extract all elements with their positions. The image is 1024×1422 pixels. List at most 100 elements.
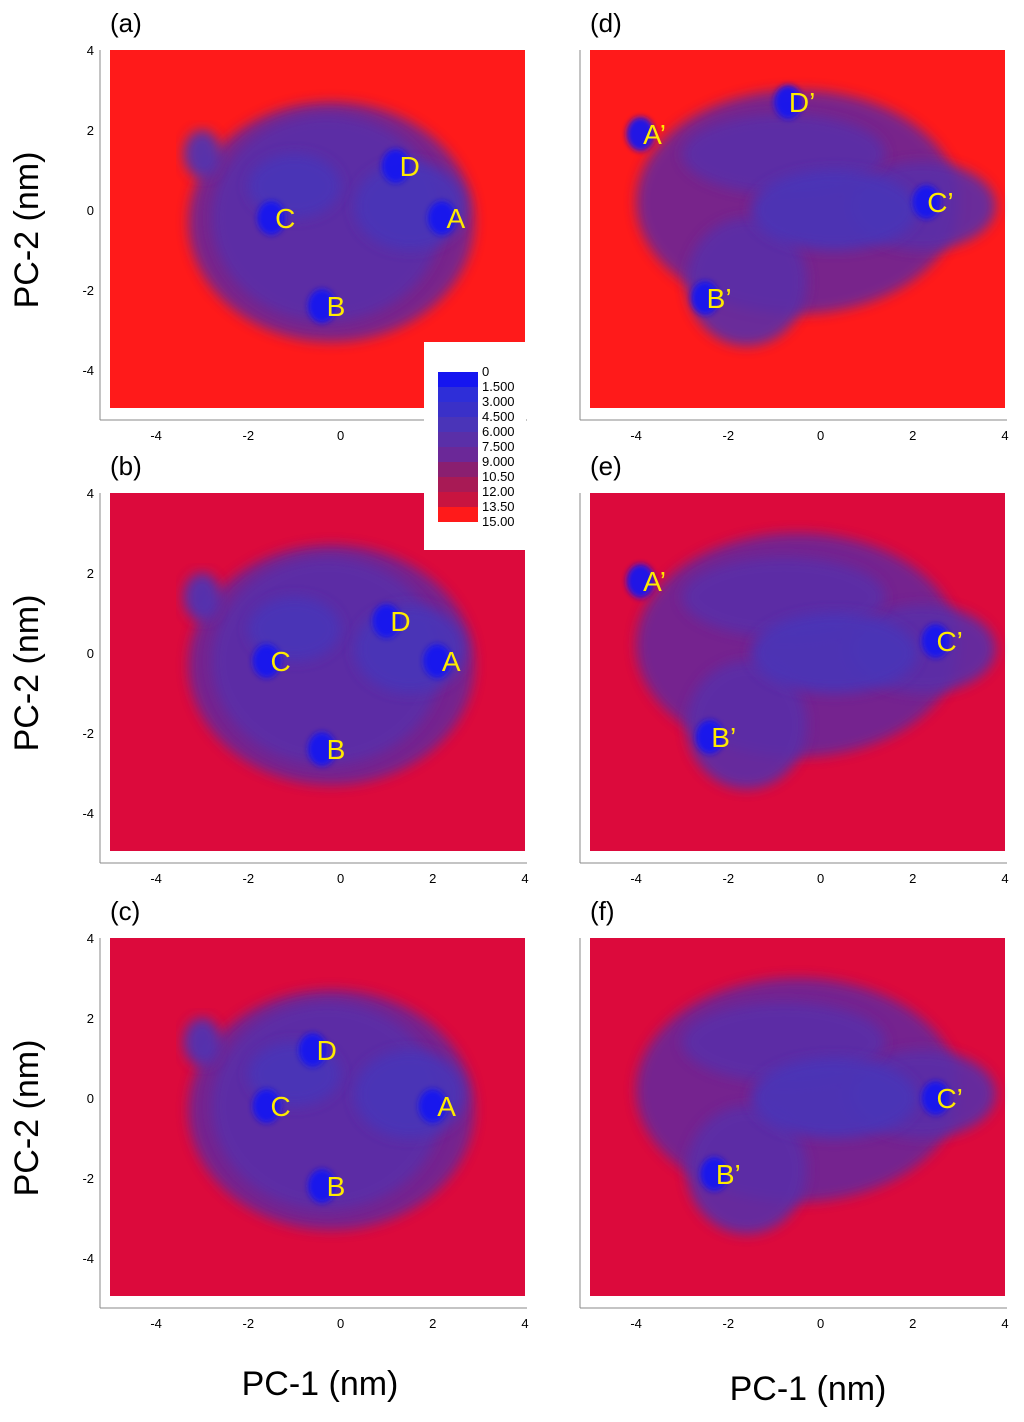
heatmap-region xyxy=(686,1106,807,1234)
basin-label: A xyxy=(437,1091,456,1122)
x-tick-label: -2 xyxy=(723,428,735,443)
panel-b: A B C D (b) 4 2 0 -2 -4 -4 -2 0 2 4 PC-2 (nm) xyxy=(8,451,529,886)
colorbar-swatch xyxy=(438,507,478,522)
basin-well xyxy=(423,644,452,678)
x-tick-label: -4 xyxy=(630,871,642,886)
panel-d: A’ B’ C’ D’ (d) -4 -2 0 2 4 xyxy=(579,8,1009,443)
y-tick-label: 0 xyxy=(87,1091,94,1106)
colorbar-swatch xyxy=(438,372,478,387)
panel-label: (a) xyxy=(110,8,142,38)
x-axis-title-left: PC-1 (nm) xyxy=(242,1365,399,1403)
basin-well xyxy=(427,201,456,235)
y-tick-label: -4 xyxy=(82,806,94,821)
basin-label: C’ xyxy=(936,1083,962,1114)
x-tick-label: -4 xyxy=(630,1316,642,1331)
colorbar-swatch xyxy=(438,492,478,507)
panel-c: A B CD (c) 4 2 0 -2 -4 -4 -2 0 2 4 PC-2 (nm) xyxy=(8,896,529,1331)
heatmap-landscape xyxy=(626,85,996,346)
x-tick-label: 0 xyxy=(817,871,824,886)
x-tick-label: 4 xyxy=(1001,1316,1008,1331)
basin-well xyxy=(381,149,410,183)
x-tick-label: 2 xyxy=(909,428,916,443)
x-tick-label: 4 xyxy=(1001,871,1008,886)
panel-e: A’ B’ C’ (e) -4 -2 0 2 4 xyxy=(579,451,1009,886)
colorbar-level-label: 4.500 xyxy=(482,409,515,424)
x-tick-label: 2 xyxy=(429,871,436,886)
panel-label: (e) xyxy=(590,451,622,481)
colorbar-swatch xyxy=(438,432,478,447)
colorbar-level-label: 3.000 xyxy=(482,394,515,409)
x-tick-label: 0 xyxy=(337,871,344,886)
heatmap-region xyxy=(183,1018,221,1066)
x-tick-label: -2 xyxy=(723,1316,735,1331)
y-tick-label: 2 xyxy=(87,566,94,581)
x-tick-label: 0 xyxy=(817,1316,824,1331)
y-tick-label: 4 xyxy=(87,486,94,501)
heatmap-landscape xyxy=(183,102,475,342)
colorbar-swatch xyxy=(438,387,478,402)
basin-well xyxy=(307,289,336,323)
x-tick-label: -2 xyxy=(243,1316,255,1331)
basin-well xyxy=(691,281,720,315)
basin-well xyxy=(252,1089,281,1123)
y-tick-label: -2 xyxy=(82,1171,94,1186)
basin-well xyxy=(626,117,655,151)
heatmap-region xyxy=(686,661,807,789)
basin-label: C xyxy=(270,1091,290,1122)
panel-label: (c) xyxy=(110,896,140,926)
x-tick-label: 4 xyxy=(1001,428,1008,443)
basin-label: C xyxy=(275,203,295,234)
colorbar-swatch xyxy=(438,417,478,432)
y-tick-label: -4 xyxy=(82,363,94,378)
basin-well xyxy=(921,624,950,658)
colorbar-level-label: 10.50 xyxy=(482,469,515,484)
basin-label: B’ xyxy=(716,1159,741,1190)
y-tick-label: 2 xyxy=(87,1011,94,1026)
colorbar-level-label: 12.00 xyxy=(482,484,515,499)
basin-well xyxy=(307,1169,336,1203)
x-tick-label: 4 xyxy=(521,1316,528,1331)
heatmap-region xyxy=(751,1058,918,1138)
basin-label: A’ xyxy=(643,119,666,150)
basin-label: A xyxy=(442,646,461,677)
x-tick-label: -2 xyxy=(243,871,255,886)
colorbar: 01.5003.0004.5006.0007.5009.00010.5012.0… xyxy=(424,342,526,550)
basin-label: D xyxy=(317,1035,337,1066)
basin-well xyxy=(257,201,286,235)
panel-label: (d) xyxy=(590,8,622,38)
colorbar-level-label: 1.500 xyxy=(482,379,515,394)
basin-label: D xyxy=(400,151,420,182)
y-tick-label: -4 xyxy=(82,1251,94,1266)
basin-label: B xyxy=(327,291,346,322)
heatmap-region xyxy=(751,613,918,693)
basin-well xyxy=(307,732,336,766)
x-tick-label: 0 xyxy=(337,1316,344,1331)
heatmap-landscape xyxy=(636,978,996,1234)
colorbar-level-label: 6.000 xyxy=(482,424,515,439)
heatmap-region xyxy=(183,130,221,178)
heatmap-region xyxy=(183,573,221,621)
colorbar-level-label: 13.50 xyxy=(482,499,515,514)
colorbar-swatch xyxy=(438,402,478,417)
x-tick-label: 0 xyxy=(337,428,344,443)
basin-well xyxy=(695,720,724,754)
x-tick-label: -4 xyxy=(630,428,642,443)
basin-label: B’ xyxy=(711,722,736,753)
basin-well xyxy=(626,564,655,598)
x-tick-label: 2 xyxy=(429,1316,436,1331)
colorbar-level-label: 9.000 xyxy=(482,454,515,469)
basin-label: C xyxy=(270,646,290,677)
y-tick-label: 0 xyxy=(87,203,94,218)
x-tick-label: -4 xyxy=(150,1316,162,1331)
x-tick-label: -4 xyxy=(150,871,162,886)
y-tick-label: 4 xyxy=(87,931,94,946)
heatmap-landscape xyxy=(626,533,996,789)
basin-well xyxy=(774,85,803,119)
heatmap-region xyxy=(686,218,807,346)
y-tick-label: 2 xyxy=(87,123,94,138)
basin-well xyxy=(298,1033,327,1067)
x-tick-label: -2 xyxy=(243,428,255,443)
colorbar-swatch xyxy=(438,462,478,477)
basin-label: A’ xyxy=(643,566,666,597)
